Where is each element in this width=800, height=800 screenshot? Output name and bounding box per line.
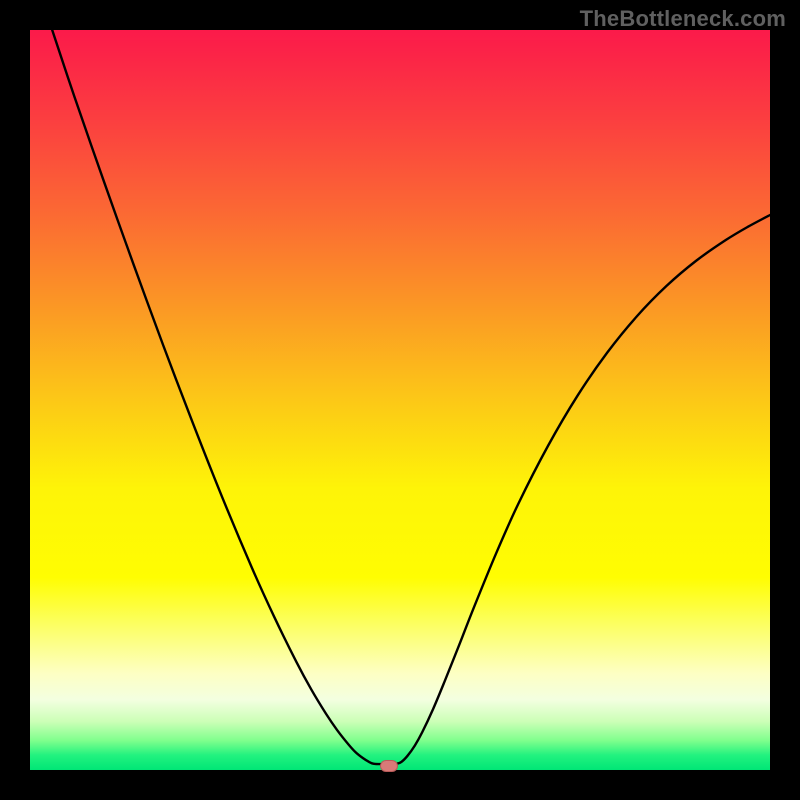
plot-area <box>30 30 770 770</box>
watermark-text: TheBottleneck.com <box>580 6 786 32</box>
optimal-point-marker <box>380 760 398 772</box>
chart-container: TheBottleneck.com <box>0 0 800 800</box>
bottleneck-curve <box>30 30 770 770</box>
